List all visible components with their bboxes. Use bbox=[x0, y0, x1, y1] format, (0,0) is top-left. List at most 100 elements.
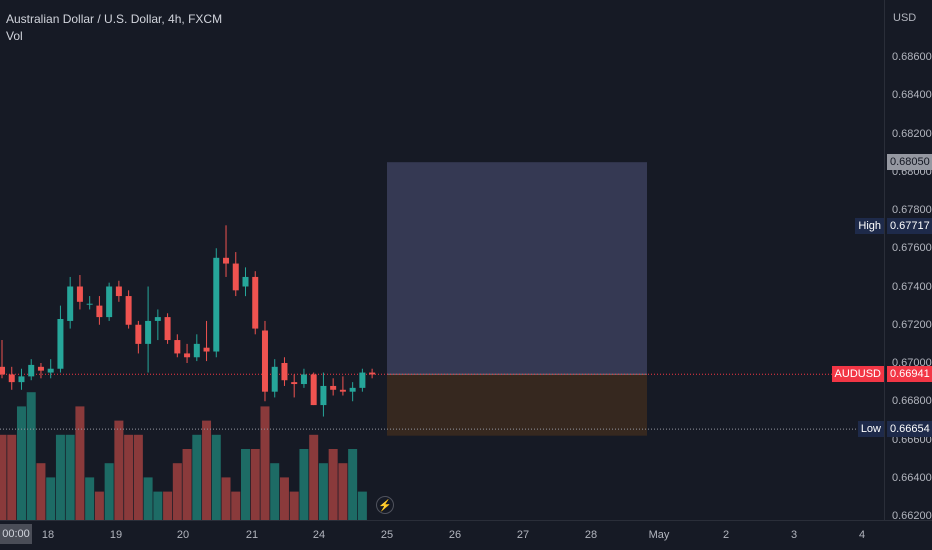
volume-bar bbox=[231, 491, 241, 520]
candle-body bbox=[330, 385, 337, 390]
price-tick-label: 0.66800 bbox=[892, 395, 932, 408]
candle-body bbox=[242, 276, 249, 287]
crosshair-time-label: 00:00 bbox=[0, 524, 32, 544]
volume-bar bbox=[211, 434, 221, 520]
price-chart[interactable] bbox=[0, 0, 884, 520]
stop-zone bbox=[387, 374, 647, 436]
symbol-title[interactable]: Australian Dollar / U.S. Dollar, 4h, FXC… bbox=[6, 12, 223, 26]
volume-bar bbox=[309, 434, 319, 520]
price-tick-label: 0.68200 bbox=[892, 127, 932, 140]
currency-label: USD bbox=[893, 12, 917, 24]
volume-bar bbox=[55, 434, 65, 520]
candle-body bbox=[135, 324, 142, 344]
candle-body bbox=[261, 330, 268, 392]
volume-bar bbox=[250, 449, 260, 520]
time-tick-label: 24 bbox=[312, 529, 326, 541]
volume-bar bbox=[65, 434, 75, 520]
time-tick-label: 20 bbox=[176, 529, 190, 541]
price-axis[interactable]: USD 0.68600 0.68400 0.68200 0.68000 0.67800 0… bbox=[884, 0, 932, 522]
price-tick-label: 0.68600 bbox=[892, 51, 932, 63]
time-tick-label: May bbox=[648, 529, 670, 541]
volume-bar bbox=[357, 491, 367, 520]
target-zone bbox=[387, 162, 647, 375]
high-label: High bbox=[855, 217, 884, 234]
candle-body bbox=[154, 317, 161, 321]
candle-body bbox=[174, 340, 181, 354]
candle-body bbox=[145, 320, 152, 344]
time-tick-label: 28 bbox=[584, 529, 598, 541]
symbol-price-label: AUDUSD bbox=[831, 366, 884, 383]
volume-bar bbox=[46, 477, 56, 520]
volume-bar bbox=[260, 406, 270, 520]
low-price-badge: 0.66654 bbox=[887, 421, 932, 438]
candle-body bbox=[310, 374, 317, 406]
candle-body bbox=[86, 303, 93, 305]
price-tick-label: 0.67800 bbox=[892, 204, 932, 216]
volume-bar bbox=[270, 463, 280, 520]
volume-bar bbox=[7, 434, 17, 520]
volume-bar bbox=[182, 449, 192, 520]
volume-bar bbox=[114, 420, 124, 520]
volume-bar bbox=[94, 491, 104, 520]
candle-body bbox=[57, 319, 64, 369]
price-tick-label: 0.67600 bbox=[892, 242, 932, 255]
candle-body bbox=[213, 257, 220, 352]
target-price-badge: 0.68050 bbox=[887, 154, 932, 171]
candle-body bbox=[96, 305, 103, 318]
candle-body bbox=[18, 376, 25, 383]
candle-body bbox=[76, 286, 83, 302]
volume-label[interactable]: Vol bbox=[6, 29, 23, 43]
candle-body bbox=[47, 368, 54, 373]
volume-bar bbox=[241, 449, 250, 520]
time-tick-label: 18 bbox=[41, 529, 55, 541]
time-tick-label: 4 bbox=[858, 529, 866, 541]
lightning-icon[interactable]: ⚡ bbox=[376, 496, 394, 514]
volume-bar bbox=[172, 463, 182, 520]
volume-bar bbox=[202, 420, 212, 520]
volume-bar bbox=[133, 434, 143, 520]
volume-bar bbox=[85, 477, 95, 520]
volume-bar bbox=[104, 463, 114, 520]
time-axis[interactable]: 18 19 20 21 24 25 26 27 28 May 2 3 4 bbox=[0, 520, 932, 550]
candle-body bbox=[369, 372, 376, 375]
time-tick-label: 26 bbox=[448, 529, 462, 541]
candle-body bbox=[193, 343, 200, 358]
volume-bar bbox=[299, 449, 309, 520]
time-tick-label: 27 bbox=[516, 529, 530, 541]
candle-body bbox=[232, 263, 239, 291]
candle-body bbox=[115, 286, 122, 297]
time-tick-label: 2 bbox=[722, 529, 730, 541]
volume-bar bbox=[192, 434, 202, 520]
time-tick-label: 3 bbox=[790, 529, 798, 541]
candle-body bbox=[0, 366, 5, 375]
volume-bar bbox=[153, 491, 163, 520]
high-price-badge: 0.67717 bbox=[887, 217, 932, 234]
candle-body bbox=[8, 374, 15, 383]
volume-bar bbox=[221, 477, 231, 520]
volume-bar bbox=[328, 449, 338, 520]
candle-body bbox=[271, 366, 278, 392]
volume-bar bbox=[338, 463, 348, 520]
chart-pane[interactable]: Australian Dollar / U.S. Dollar, 4h, FXC… bbox=[0, 0, 884, 520]
price-tick-label: 0.67400 bbox=[892, 280, 932, 293]
price-tick-label: 0.66200 bbox=[892, 510, 932, 522]
candle-body bbox=[67, 286, 74, 321]
candle-body bbox=[184, 353, 191, 358]
price-tick-label: 0.68400 bbox=[892, 89, 932, 102]
candle-body bbox=[339, 389, 346, 392]
price-tick-label: 0.67000 bbox=[892, 357, 932, 369]
current-price-badge: 0.66941 bbox=[887, 366, 932, 383]
volume-bar bbox=[124, 434, 134, 520]
price-tick-label: 0.66400 bbox=[892, 471, 932, 484]
chart-legend: Australian Dollar / U.S. Dollar, 4h, FXC… bbox=[6, 11, 222, 45]
volume-bar bbox=[163, 491, 173, 520]
volume-bar bbox=[318, 463, 328, 520]
volume-bar bbox=[26, 392, 36, 520]
candle-body bbox=[252, 276, 259, 329]
candle-body bbox=[37, 366, 44, 371]
candle-body bbox=[291, 382, 298, 385]
price-tick-label: 0.67200 bbox=[892, 318, 932, 331]
candle-body bbox=[28, 364, 35, 377]
candle-body bbox=[359, 372, 366, 388]
volume-bar bbox=[16, 406, 26, 520]
